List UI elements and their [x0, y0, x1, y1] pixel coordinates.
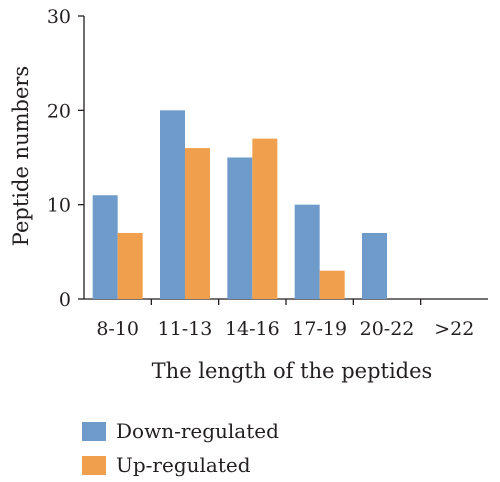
legend-label-down-regulated: Down-regulated [116, 419, 279, 443]
legend-item-up-regulated: Up-regulated [82, 448, 279, 482]
x-tick-label: 14-16 [225, 318, 280, 340]
bar-down-regulated-11-13 [160, 110, 185, 299]
legend-label-up-regulated: Up-regulated [116, 453, 251, 477]
y-tick-label: 10 [47, 195, 71, 217]
bar-up-regulated-17-19 [319, 270, 345, 299]
x-tick-label: 11-13 [158, 318, 213, 340]
x-tick-label: 17-19 [292, 318, 347, 340]
bar-down-regulated-14-16 [227, 157, 253, 299]
legend-swatch-down-regulated [82, 421, 106, 441]
legend-swatch-up-regulated [82, 455, 106, 475]
x-axis: 8-10 11-13 14-16 17-19 20-22 >22 [84, 298, 488, 340]
y-tick-label: 0 [59, 289, 71, 311]
bar-up-regulated-8-10 [117, 232, 143, 299]
legend-item-down-regulated: Down-regulated [82, 414, 279, 448]
legend: Down-regulated Up-regulated [82, 414, 279, 482]
y-tick-label: 30 [47, 6, 71, 28]
x-tick-label: >22 [434, 318, 474, 340]
bar-down-regulated-8-10 [92, 195, 118, 299]
x-tick-label: 8-10 [96, 318, 139, 340]
bar-down-regulated-17-19 [294, 204, 320, 299]
bar-down-regulated-20-22 [362, 232, 387, 299]
y-tick-label: 20 [47, 100, 71, 122]
bar-up-regulated-11-13 [185, 148, 210, 299]
bars [92, 110, 387, 299]
x-axis-title: The length of the peptides [152, 359, 433, 383]
y-axis-title: Peptide numbers [9, 66, 33, 246]
bar-chart: 0 10 20 30 8-10 11-13 14-16 17-19 20-22 >22 Pept… [9, 6, 488, 383]
bar-up-regulated-14-16 [252, 138, 278, 299]
x-tick-label: 20-22 [360, 318, 415, 340]
y-axis: 0 10 20 30 [47, 6, 85, 311]
